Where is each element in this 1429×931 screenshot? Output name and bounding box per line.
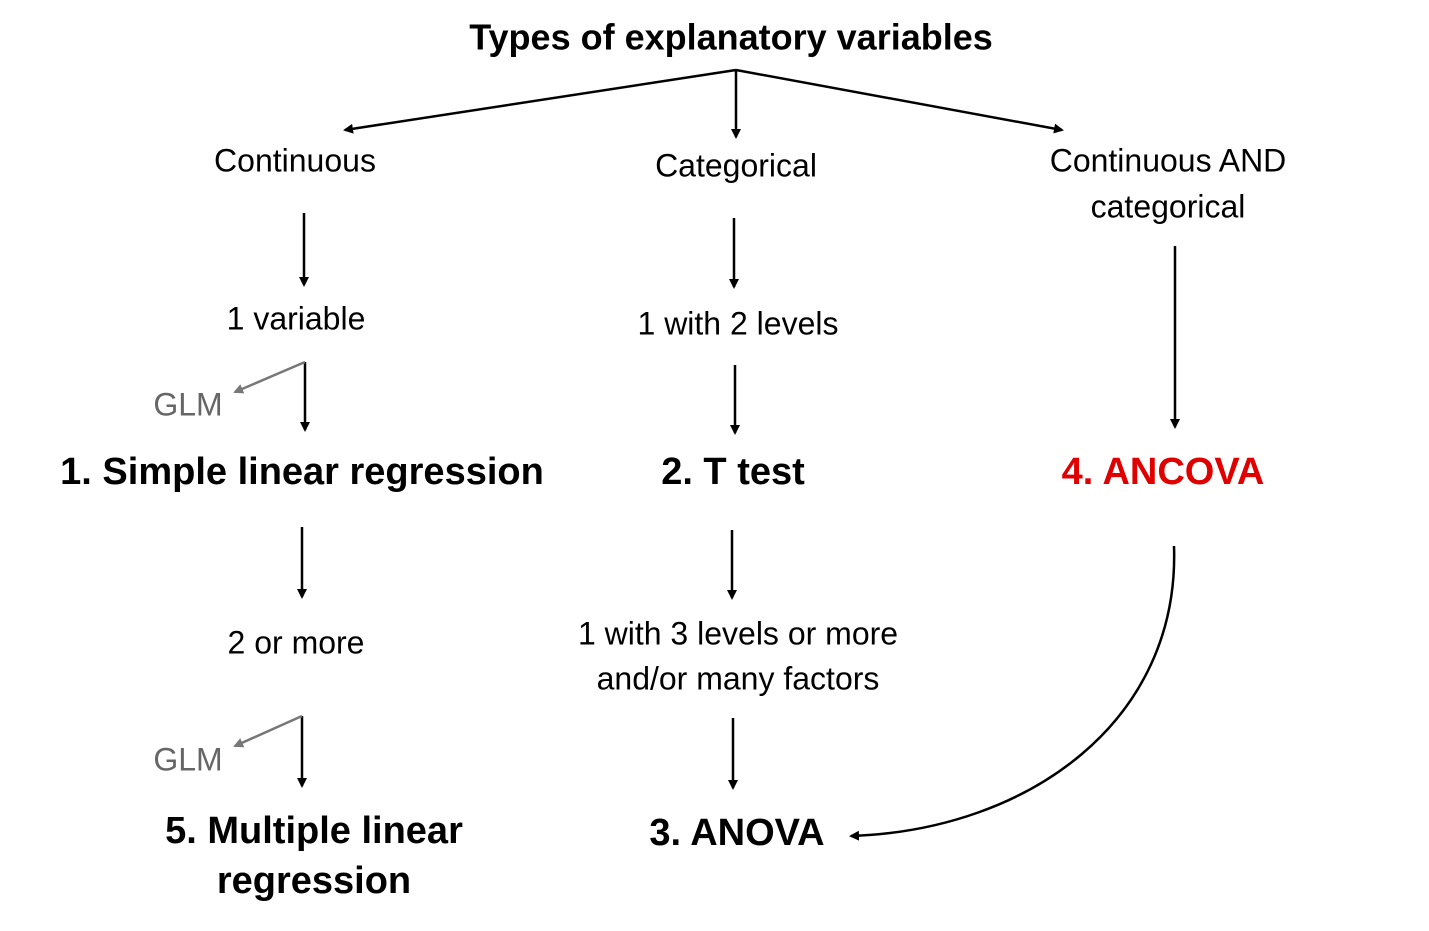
method-label: 4. ANCOVA xyxy=(1062,451,1265,493)
node-label: Continuous xyxy=(214,142,376,178)
glm-label: GLM xyxy=(153,386,222,422)
arrow xyxy=(849,545,1176,841)
method-label: 5. Multiple linear xyxy=(165,810,463,852)
node-label: Categorical xyxy=(655,147,817,183)
node-label: 2 or more xyxy=(228,624,365,660)
method-label: 2. T test xyxy=(661,451,805,493)
node-label: 1 with 2 levels xyxy=(638,305,839,341)
node-label: categorical xyxy=(1091,188,1246,224)
method-label: regression xyxy=(217,860,411,902)
glm-label: GLM xyxy=(153,741,222,777)
node-label: and/or many factors xyxy=(597,660,880,696)
method-label: 3. ANOVA xyxy=(649,812,824,854)
arrows xyxy=(233,68,1180,841)
node-label: Continuous AND xyxy=(1050,142,1287,178)
arrow xyxy=(343,68,737,134)
arrow xyxy=(735,68,1064,134)
arrow xyxy=(233,360,306,394)
node-label: 1 variable xyxy=(227,300,366,336)
method-label: 1. Simple linear regression xyxy=(60,451,544,493)
arrow xyxy=(233,714,303,748)
title: Types of explanatory variables xyxy=(469,17,993,58)
node-label: 1 with 3 levels or more xyxy=(578,615,898,651)
